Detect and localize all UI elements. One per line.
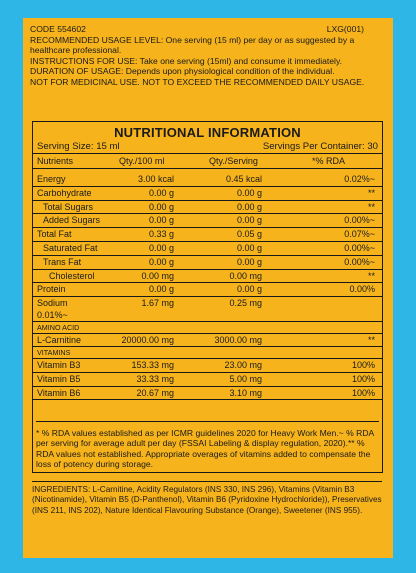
row-name: Protein <box>37 284 66 295</box>
row-qty-serving: 0.00 mg <box>229 270 262 281</box>
nutrition-table: NUTRITIONAL INFORMATION Serving Size: 15… <box>32 121 383 473</box>
serving-info: Serving Size: 15 ml Servings Per Contain… <box>33 140 382 153</box>
nutrition-title: NUTRITIONAL INFORMATION <box>114 125 301 140</box>
row-qty-serving: 0.25 mg <box>229 298 262 309</box>
lot-code: LXG(001) <box>326 24 364 34</box>
usage-level: RECOMMENDED USAGE LEVEL: One serving (15… <box>30 34 355 56</box>
row-qty-100: 0.00 g <box>148 187 174 198</box>
row-qty-100: 0.00 g <box>148 242 174 253</box>
col-rda: *% RDA <box>312 156 346 166</box>
row-rda: ** <box>367 270 375 281</box>
amino-acid-label: AMINO ACID <box>33 322 382 334</box>
row-rda: 0.07%~ <box>344 229 375 240</box>
row-qty-100: 0.00 g <box>148 215 174 226</box>
table-row: Vitamin B5 33.33 mg 5.00 mg 100% <box>33 373 382 387</box>
row-qty-100: 0.00 g <box>148 201 174 212</box>
row-qty-100: 1.67 mg <box>141 298 174 309</box>
row-qty-serving: 23.00 mg <box>224 359 262 370</box>
row-qty-serving: 0.00 g <box>236 256 262 267</box>
table-row: Vitamin B3 153.33 mg 23.00 mg 100% <box>33 359 382 373</box>
warning: NOT FOR MEDICINAL USE. NOT TO EXCEED THE… <box>30 76 365 87</box>
row-qty-serving: 0.45 kcal <box>225 174 262 184</box>
serving-size: Serving Size: 15 ml <box>37 141 120 152</box>
ingredients-text: INGREDIENTS: L-Carnitine, Acidity Regula… <box>32 485 382 515</box>
row-rda: 100% <box>351 373 375 384</box>
row-name: Saturated Fat <box>43 242 98 253</box>
row-qty-serving: 0.00 g <box>236 242 262 253</box>
row-name: Energy <box>37 174 66 184</box>
row-qty-serving: 0.00 g <box>236 187 262 198</box>
row-qty-100: 3.00 kcal <box>137 174 174 184</box>
product-code: CODE 554602 <box>30 24 86 34</box>
row-rda: ** <box>367 334 375 345</box>
row-name: Total Sugars <box>43 201 94 212</box>
row-rda: 0.00% <box>349 284 375 295</box>
table-row: Trans Fat 0.00 g 0.00 g 0.00%~ <box>33 256 382 270</box>
row-qty-100: 20000.00 mg <box>121 334 174 345</box>
row-name: Cholesterol <box>49 270 95 281</box>
row-rda: ** <box>367 201 375 212</box>
usage-info: CODE 554602 LXG(001) RECOMMENDED USAGE L… <box>30 24 386 88</box>
footnote-text: * % RDA values established as per ICMR g… <box>36 428 374 470</box>
row-rda: 0.00%~ <box>344 242 375 253</box>
row-qty-serving: 3000.00 mg <box>214 334 262 345</box>
row-name: Vitamin B3 <box>37 359 81 370</box>
table-row: Carbohydrate 0.00 g 0.00 g ** <box>33 187 382 201</box>
row-qty-100: 0.00 g <box>148 284 174 295</box>
row-rda: 0.02%~ <box>344 174 375 184</box>
table-row: Total Sugars 0.00 g 0.00 g ** <box>33 201 382 215</box>
col-qty-100ml: Qty./100 ml <box>119 156 165 166</box>
row-name: Carbohydrate <box>37 187 92 198</box>
table-row: Sodium 1.67 mg 0.25 mg 0.01%~ <box>33 297 382 323</box>
servings-per-container: Servings Per Container: 30 <box>262 141 378 152</box>
row-qty-100: 33.33 mg <box>136 373 174 384</box>
row-name: Added Sugars <box>43 215 101 226</box>
row-rda: 100% <box>351 359 375 370</box>
instructions: INSTRUCTIONS FOR USE: Take one serving (… <box>30 55 343 66</box>
row-name: Total Fat <box>37 229 72 240</box>
table-row: Vitamin B6 20.67 mg 3.10 mg 100% <box>33 387 382 401</box>
table-row: Energy 3.00 kcal 0.45 kcal 0.02%~ <box>33 173 382 187</box>
vitamins-label: VITAMINS <box>33 347 382 359</box>
table-row: Protein 0.00 g 0.00 g 0.00% <box>33 283 382 298</box>
row-qty-100: 153.33 mg <box>131 359 174 370</box>
row-qty-serving: 5.00 mg <box>229 373 262 384</box>
table-body: Energy 3.00 kcal 0.45 kcal 0.02%~ Carboh… <box>33 173 382 401</box>
row-rda: 100% <box>351 387 375 398</box>
row-name: Trans Fat <box>43 256 82 267</box>
row-qty-serving: 0.05 g <box>236 229 262 240</box>
table-row: Total Fat 0.33 g 0.05 g 0.07%~ <box>33 228 382 242</box>
row-name: Vitamin B6 <box>37 387 81 398</box>
ingredients: INGREDIENTS: L-Carnitine, Acidity Regula… <box>32 481 382 516</box>
table-row: Saturated Fat 0.00 g 0.00 g 0.00%~ <box>33 242 382 256</box>
row-qty-serving: 3.10 mg <box>229 387 262 398</box>
table-row: L-Carnitine 20000.00 mg 3000.00 mg ** <box>33 334 382 348</box>
row-qty-100: 20.67 mg <box>136 387 174 398</box>
row-name: L-Carnitine <box>37 334 82 345</box>
row-name: Vitamin B5 <box>37 373 81 384</box>
row-rda: 0.00%~ <box>344 215 375 226</box>
duration: DURATION OF USAGE: Depends upon physiolo… <box>30 66 335 77</box>
row-qty-100: 0.00 g <box>148 256 174 267</box>
row-rda: 0.01%~ <box>37 310 68 321</box>
row-rda: 0.00%~ <box>344 256 375 267</box>
row-qty-serving: 0.00 g <box>236 284 262 295</box>
col-nutrients: Nutrients <box>37 156 74 166</box>
table-header: Nutrients Qty./100 ml Qty./Serving *% RD… <box>33 153 382 169</box>
label-panel: CODE 554602 LXG(001) RECOMMENDED USAGE L… <box>23 18 393 558</box>
row-name: Sodium <box>37 298 68 309</box>
row-qty-serving: 0.00 g <box>236 215 262 226</box>
row-qty-100: 0.33 g <box>148 229 174 240</box>
table-row: Cholesterol 0.00 mg 0.00 mg ** <box>33 270 382 284</box>
row-qty-100: 0.00 mg <box>141 270 174 281</box>
footnote: * % RDA values established as per ICMR g… <box>36 421 379 470</box>
row-qty-serving: 0.00 g <box>236 201 262 212</box>
col-qty-serving: Qty./Serving <box>209 156 258 166</box>
row-rda: ** <box>367 187 375 198</box>
table-row: Added Sugars 0.00 g 0.00 g 0.00%~ <box>33 214 382 229</box>
